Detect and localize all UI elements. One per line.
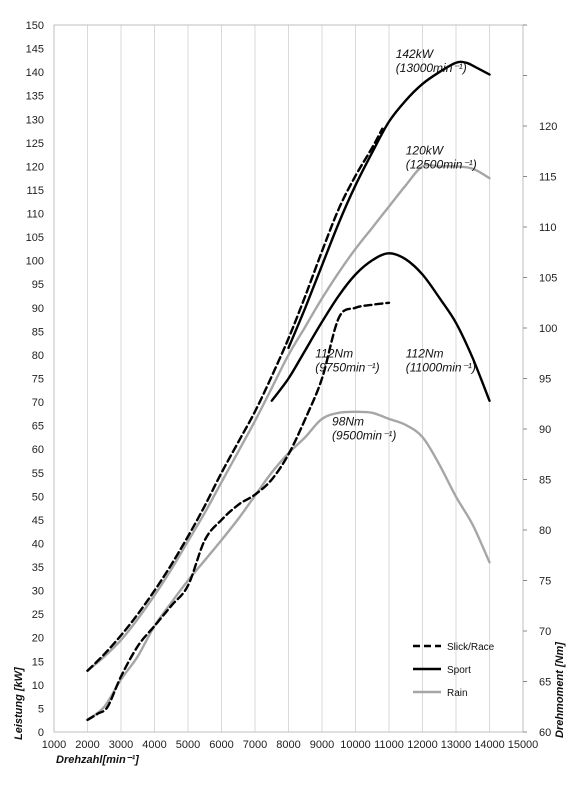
y-right-tick-label: 85 [539,475,551,487]
y-left-tick-label: 110 [26,209,44,221]
y-left-tick-label: 135 [26,91,44,103]
x-tick-label: 5000 [176,739,200,751]
y-right-tick-label: 100 [539,323,557,335]
series-line-slick-race-power [86,127,384,672]
y-right-tick-label: 60 [539,727,551,739]
x-axis-ticks: 1000 2000 3000 4000 5000 6000 7000 8000 9000 1000… [42,739,539,751]
y-right-tick-label: 65 [539,677,551,689]
y-right-tick-label: 70 [539,626,551,638]
y-left-tick-label: 0 [38,727,44,739]
annotation-label: 120kW [406,144,445,158]
annotation-label: 98Nm [332,415,364,429]
y-left-tick-label: 145 [26,44,44,56]
y-left-tick-label: 115 [26,185,44,197]
series-layer [86,60,491,722]
series-line-sport-power [287,60,491,350]
legend-label: Rain [447,688,468,699]
y-left-tick-label: 15 [32,656,44,668]
y-left-tick-label: 30 [32,586,44,598]
y-left-tick-label: 5 [38,703,44,715]
y-right-axis-ticks: 60 65 70 75 80 85 90 95 100 105 110 115 120 [523,24,557,739]
y-left-tick-label: 40 [32,538,44,550]
x-tick-label: 14000 [474,739,505,751]
grid-layer [53,25,524,732]
y-right-tick-label: 90 [539,424,551,436]
x-tick-label: 1000 [42,739,66,751]
y-left-tick-label: 80 [32,350,44,362]
annotation-label: 112Nm [406,346,444,360]
y-left-tick-label: 65 [32,421,44,433]
y-left-tick-label: 75 [32,374,44,386]
y-left-axis-ticks: 0 5 10 15 20 25 30 35 40 45 50 55 60 65 70 75 80 85 90 95 10… [26,20,44,739]
annotation-label: (13000min⁻¹) [396,61,467,75]
legend: Slick/Race Sport Rain [413,642,495,699]
y-left-tick-label: 25 [32,609,44,621]
annotation-label: (11000min⁻¹) [406,360,476,374]
x-tick-label: 15000 [508,739,539,751]
y-left-tick-label: 150 [26,20,44,32]
x-axis-title: Drehzahl[min⁻¹] [56,754,139,766]
series-line-slick-race-torque [86,301,391,722]
annotation-layer: 142kW(13000min⁻¹)120kW(12500min⁻¹)112Nm(… [315,47,476,443]
y-left-tick-label: 125 [26,138,44,150]
y-left-tick-label: 95 [32,279,44,291]
series-line-rain-power [86,163,491,672]
annotation-label: 142kW [396,47,435,61]
y-right-tick-label: 110 [539,222,557,234]
legend-label: Slick/Race [447,642,495,653]
y-left-axis-title: Leistung [kW] [13,667,25,740]
x-tick-label: 13000 [441,739,472,751]
x-tick-label: 6000 [209,739,233,751]
y-left-tick-label: 105 [26,232,44,244]
y-right-tick-label: 95 [539,374,551,386]
legend-label: Sport [447,665,471,676]
y-left-tick-label: 10 [32,680,44,692]
x-tick-label: 3000 [109,739,133,751]
y-left-tick-label: 70 [32,397,44,409]
y-right-tick-label: 120 [539,121,557,133]
x-tick-label: 12000 [407,739,438,751]
y-left-tick-label: 120 [26,161,44,173]
x-tick-label: 4000 [142,739,166,751]
annotation-label: (9750min⁻¹) [315,360,379,374]
x-tick-label: 10000 [340,739,371,751]
y-right-tick-label: 105 [539,273,557,285]
annotation-label: 112Nm [315,346,353,360]
y-left-tick-label: 55 [32,468,44,480]
x-tick-label: 11000 [374,739,404,751]
y-right-tick-label: 115 [539,172,557,184]
y-left-tick-label: 50 [32,491,44,503]
y-left-tick-label: 45 [32,515,44,527]
y-right-axis-title: Drehmoment [Nm] [554,642,566,738]
x-tick-label: 2000 [75,739,99,751]
annotation-label: (9500min⁻¹) [332,429,396,443]
y-left-tick-label: 85 [32,326,44,338]
x-tick-label: 7000 [243,739,267,751]
y-left-tick-label: 60 [32,444,44,456]
y-left-tick-label: 20 [32,633,44,645]
x-tick-label: 8000 [276,739,300,751]
annotation-label: (12500min⁻¹) [406,158,477,172]
y-left-tick-label: 35 [32,562,44,574]
y-left-tick-label: 140 [26,67,44,79]
y-left-tick-label: 130 [26,114,44,126]
y-right-tick-label: 80 [539,525,551,537]
series-line-sport-torque [270,252,491,402]
y-right-tick-label: 75 [539,576,551,588]
x-tick-label: 9000 [310,739,334,751]
y-left-tick-label: 100 [26,256,44,268]
y-left-tick-label: 90 [32,303,44,315]
